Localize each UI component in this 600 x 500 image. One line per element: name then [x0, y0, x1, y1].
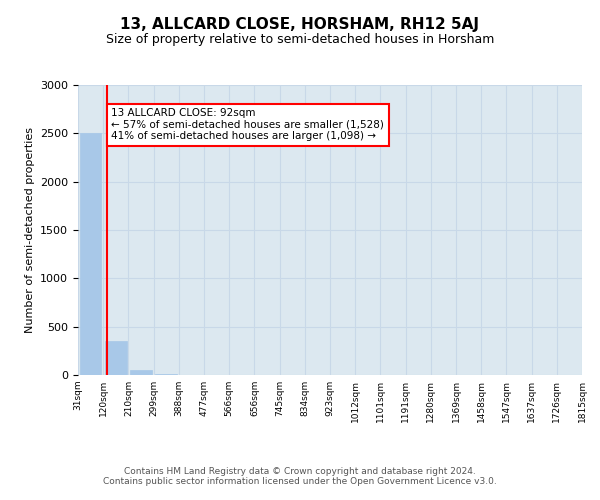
Bar	[105, 341, 127, 375]
Text: 13 ALLCARD CLOSE: 92sqm
← 57% of semi-detached houses are smaller (1,528)
41% of: 13 ALLCARD CLOSE: 92sqm ← 57% of semi-de…	[111, 108, 384, 142]
Text: Size of property relative to semi-detached houses in Horsham: Size of property relative to semi-detach…	[106, 32, 494, 46]
Bar	[80, 134, 101, 375]
Bar	[130, 370, 152, 375]
Text: Contains public sector information licensed under the Open Government Licence v3: Contains public sector information licen…	[103, 477, 497, 486]
Y-axis label: Number of semi-detached properties: Number of semi-detached properties	[25, 127, 35, 333]
Text: Contains HM Land Registry data © Crown copyright and database right 2024.: Contains HM Land Registry data © Crown c…	[124, 467, 476, 476]
Text: 13, ALLCARD CLOSE, HORSHAM, RH12 5AJ: 13, ALLCARD CLOSE, HORSHAM, RH12 5AJ	[121, 18, 479, 32]
Bar	[155, 374, 177, 375]
